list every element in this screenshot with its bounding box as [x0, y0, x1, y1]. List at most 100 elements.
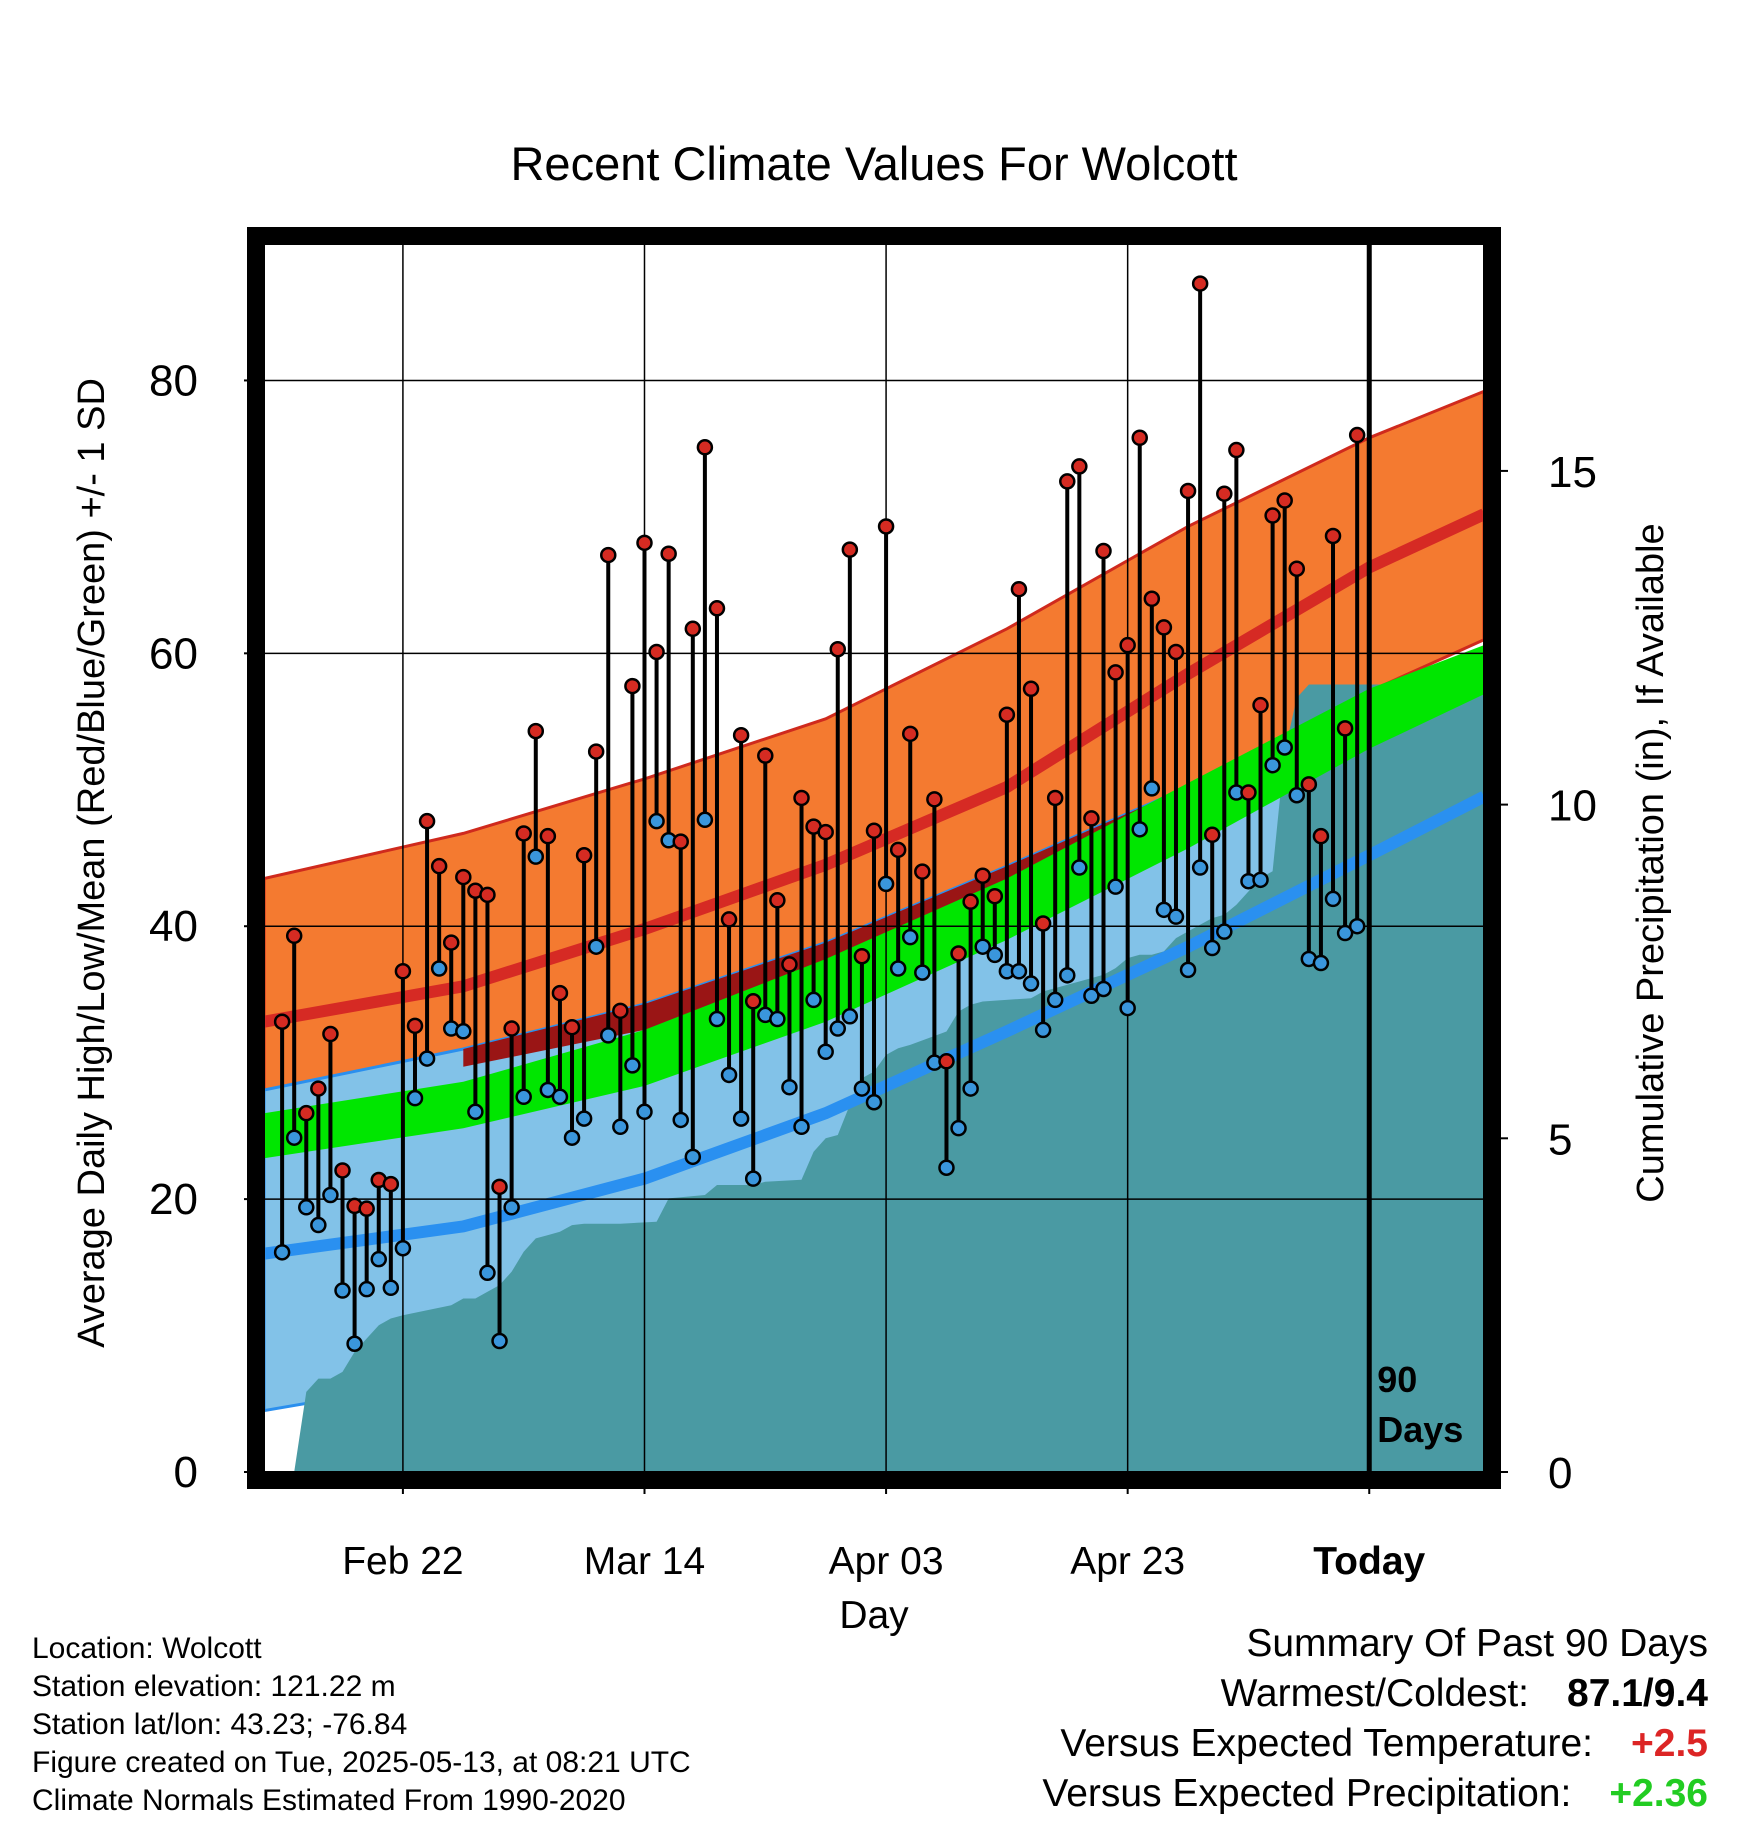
daily-high-point [587, 743, 605, 760]
daily-low-point [1010, 962, 1028, 980]
daily-high-point [515, 825, 532, 842]
daily-high-point [1240, 784, 1257, 801]
daily-high-point [394, 962, 412, 980]
y2-axis-label: Cumulative Precipitation (in), If Availa… [1630, 523, 1672, 1202]
y-tick-label: 80 [149, 356, 198, 405]
daily-low-point [612, 1118, 629, 1136]
summary-heading: Summary Of Past 90 Days [1246, 1622, 1708, 1665]
daily-low-point [1155, 901, 1173, 919]
daily-low-point [491, 1332, 508, 1350]
daily-low-point [865, 1093, 883, 1111]
daily-high-point [974, 867, 991, 884]
daily-high-point [1179, 482, 1197, 500]
info-location: Location: Wolcott [32, 1632, 262, 1665]
summary-precip-value: +2.36 [1609, 1772, 1708, 1815]
daily-high-point [950, 945, 967, 962]
daily-high-point [1252, 696, 1269, 714]
daily-low-point [1095, 980, 1112, 998]
daily-high-point [491, 1178, 508, 1196]
daily-low-point [1046, 991, 1064, 1009]
daily-low-point [684, 1148, 702, 1166]
daily-low-point [1059, 967, 1076, 984]
daily-low-point [467, 1103, 484, 1121]
daily-high-point [1046, 789, 1064, 807]
y-axis-label: Average Daily High/Low/Mean (Red/Blue/Gr… [71, 378, 113, 1348]
daily-high-point [841, 541, 859, 558]
daily-high-point [865, 822, 883, 839]
daily-low-point [479, 1264, 496, 1282]
daily-low-point [1288, 786, 1306, 804]
daily-low-point [394, 1239, 412, 1257]
daily-low-point [1131, 821, 1148, 838]
daily-high-point [648, 643, 665, 661]
daily-low-point [1107, 878, 1124, 895]
x-axis-label: Day [839, 1594, 909, 1637]
daily-low-point [938, 1159, 955, 1176]
y-tick-label: 0 [174, 1448, 198, 1497]
daily-high-point [708, 600, 726, 617]
daily-high-point [986, 887, 1004, 905]
x-tick-label: Feb 22 [342, 1540, 463, 1583]
daily-high-point [1131, 429, 1148, 447]
daily-low-point [455, 1023, 472, 1040]
today-label-line1: 90 [1377, 1359, 1417, 1400]
info-normals: Climate Normals Estimated From 1990-2020 [32, 1784, 626, 1817]
daily-high-point [1167, 643, 1185, 661]
daily-high-point [744, 993, 762, 1010]
daily-low-point [273, 1244, 291, 1261]
info-elevation: Station elevation: 121.22 m [32, 1670, 396, 1703]
daily-low-point [563, 1129, 581, 1146]
daily-low-point [1167, 908, 1185, 925]
daily-high-point [1095, 542, 1112, 560]
daily-high-point [1191, 275, 1209, 292]
daily-low-point [1252, 871, 1269, 889]
daily-high-point [781, 956, 798, 973]
daily-low-point [382, 1279, 400, 1297]
daily-high-point [769, 892, 786, 909]
info-created: Figure created on Tue, 2025-05-13, at 08… [32, 1746, 691, 1779]
daily-low-point [901, 928, 919, 946]
daily-high-point [732, 726, 750, 744]
daily-low-point [1071, 859, 1088, 876]
daily-high-point [889, 841, 907, 859]
daily-low-point [370, 1250, 388, 1268]
y-tick-label: 60 [149, 629, 198, 678]
daily-low-point [1143, 780, 1161, 797]
y2-tick-label: 0 [1548, 1449, 1572, 1498]
daily-high-point [660, 545, 677, 562]
daily-high-point [829, 640, 847, 658]
daily-high-point [273, 1013, 291, 1030]
daily-low-point [636, 1103, 653, 1121]
daily-high-point [817, 823, 834, 841]
plot-frame [247, 227, 1501, 1489]
summary-warmest-label: Warmest/Coldest: [1220, 1672, 1530, 1715]
x-tick-label: Apr 03 [829, 1540, 944, 1583]
daily-high-point [310, 1080, 327, 1097]
y2-tick-label: 15 [1548, 448, 1597, 497]
daily-high-point [1022, 680, 1040, 698]
daily-high-point [455, 868, 472, 886]
daily-high-point [600, 546, 617, 564]
y2-tick-label: 10 [1548, 782, 1597, 831]
info-latlon: Station lat/lon: 43.23; -76.84 [32, 1708, 408, 1741]
daily-low-point [805, 991, 822, 1009]
daily-high-point [298, 1104, 315, 1122]
station-info: Location: Wolcott Station elevation: 121… [32, 1630, 691, 1820]
daily-low-point [841, 1008, 859, 1025]
daily-high-point [624, 677, 641, 695]
high-mean-line [264, 508, 1484, 1028]
daily-low-point [527, 848, 545, 865]
summary-warmest-value: 87.1/9.4 [1567, 1672, 1708, 1715]
daily-high-point [563, 1018, 581, 1036]
x-tick-label: Apr 23 [1070, 1540, 1185, 1583]
daily-high-point [757, 747, 774, 764]
daily-low-point [624, 1057, 641, 1074]
daily-low-point [1034, 1021, 1052, 1039]
daily-high-point [1228, 441, 1245, 459]
x-tick-label: Today [1313, 1540, 1425, 1583]
daily-high-point [442, 934, 460, 951]
daily-low-point [1179, 961, 1197, 979]
daily-low-point [1216, 923, 1233, 940]
daily-low-point [853, 1080, 871, 1097]
